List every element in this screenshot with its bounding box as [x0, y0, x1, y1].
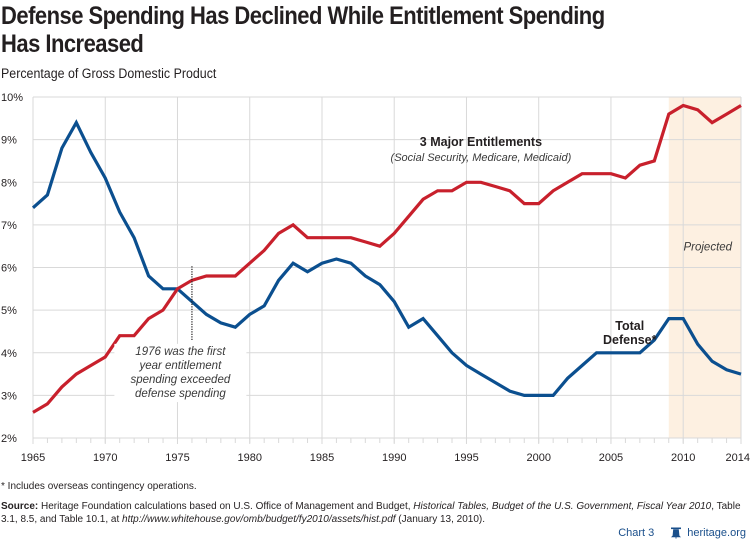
y-tick-label: 6%	[1, 263, 17, 275]
x-tick-label: 1995	[454, 452, 478, 464]
chart-title-line1: Defense Spending Has Declined While Enti…	[1, 2, 605, 30]
source-url[interactable]: http://www.whitehouse.gov/omb/budget/fy2…	[122, 514, 396, 525]
annotation-social-security-medicare-medicaid: (Social Security, Medicare, Medicaid)	[391, 152, 572, 164]
x-tick-label: 1980	[237, 452, 261, 464]
series-layer	[31, 103, 742, 414]
annotation-defense-spending: defense spending	[135, 388, 226, 400]
y-tick-label: 5%	[1, 305, 17, 317]
annotation-defense: Defense*	[603, 333, 657, 347]
site-link[interactable]: heritage.org	[687, 527, 746, 539]
annotation-spending-exceeded: spending exceeded	[131, 374, 231, 386]
y-tick-label: 8%	[1, 177, 17, 189]
defense-line	[31, 119, 742, 397]
annotation-total: Total	[615, 319, 644, 333]
x-tick-label: 1965	[21, 452, 45, 464]
annotation-year-entitlement: year entitlement	[138, 360, 222, 372]
tick-layer	[32, 438, 742, 443]
x-tick-label: 1970	[93, 452, 117, 464]
chart-number: Chart 3	[618, 527, 655, 539]
y-tick-label: 7%	[1, 220, 17, 232]
axis-labels-layer: 2% 3% 4% 5% 6% 7% 8% 9% 10% 1965 1970 1975 1980 1985 1…	[1, 92, 750, 464]
x-tick-label: 2005	[599, 452, 623, 464]
chart-plot: 2% 3% 4% 5% 6% 7% 8% 9% 10% 1965 1970 1975 1980 1985 1…	[1, 92, 750, 464]
footnote: * Includes overseas contingency operatio…	[1, 481, 197, 492]
source-text-2: , Table 3.1, 8.5, and Table 10.1, at	[1, 501, 741, 525]
y-tick-label: 9%	[1, 135, 17, 147]
annotation-note-bg	[114, 343, 247, 403]
chart-title-line2: Has Increased	[1, 30, 144, 58]
x-tick-label: 2010	[671, 452, 695, 464]
y-tick-label: 2%	[1, 433, 17, 445]
source-title: Historical Tables, Budget of the U.S. Go…	[413, 501, 712, 512]
source-label: Source:	[1, 501, 39, 512]
x-tick-label: 1985	[310, 452, 334, 464]
chart-credit: Chart 3 heritage.org	[618, 527, 746, 539]
x-tick-label: 1990	[382, 452, 406, 464]
liberty-bell-icon	[671, 527, 682, 539]
x-tick-label: 2000	[526, 452, 550, 464]
annotation-3-major-entitlements: 3 Major Entitlements	[420, 135, 542, 149]
x-tick-label: 2014	[726, 452, 750, 464]
y-tick-label: 10%	[1, 92, 23, 104]
annotations-layer: 3 Major Entitlements (Social Security, Me…	[114, 135, 733, 403]
chart-title: Defense Spending Has Declined While Enti…	[1, 2, 740, 58]
y-tick-label: 4%	[1, 348, 17, 360]
annotation-projected: Projected	[683, 241, 732, 253]
x-tick-label: 1975	[165, 452, 189, 464]
source-text-3: (January 13, 2010).	[395, 514, 486, 525]
source-note: Source: Heritage Foundation calculations…	[1, 500, 746, 526]
source-text-1: Heritage Foundation calculations based o…	[38, 501, 414, 512]
annotation-1976-was-the-first: 1976 was the first	[135, 346, 226, 358]
y-tick-label: 3%	[1, 390, 17, 402]
entitlements-line	[32, 103, 742, 414]
chart-subtitle: Percentage of Gross Domestic Product	[1, 66, 217, 81]
